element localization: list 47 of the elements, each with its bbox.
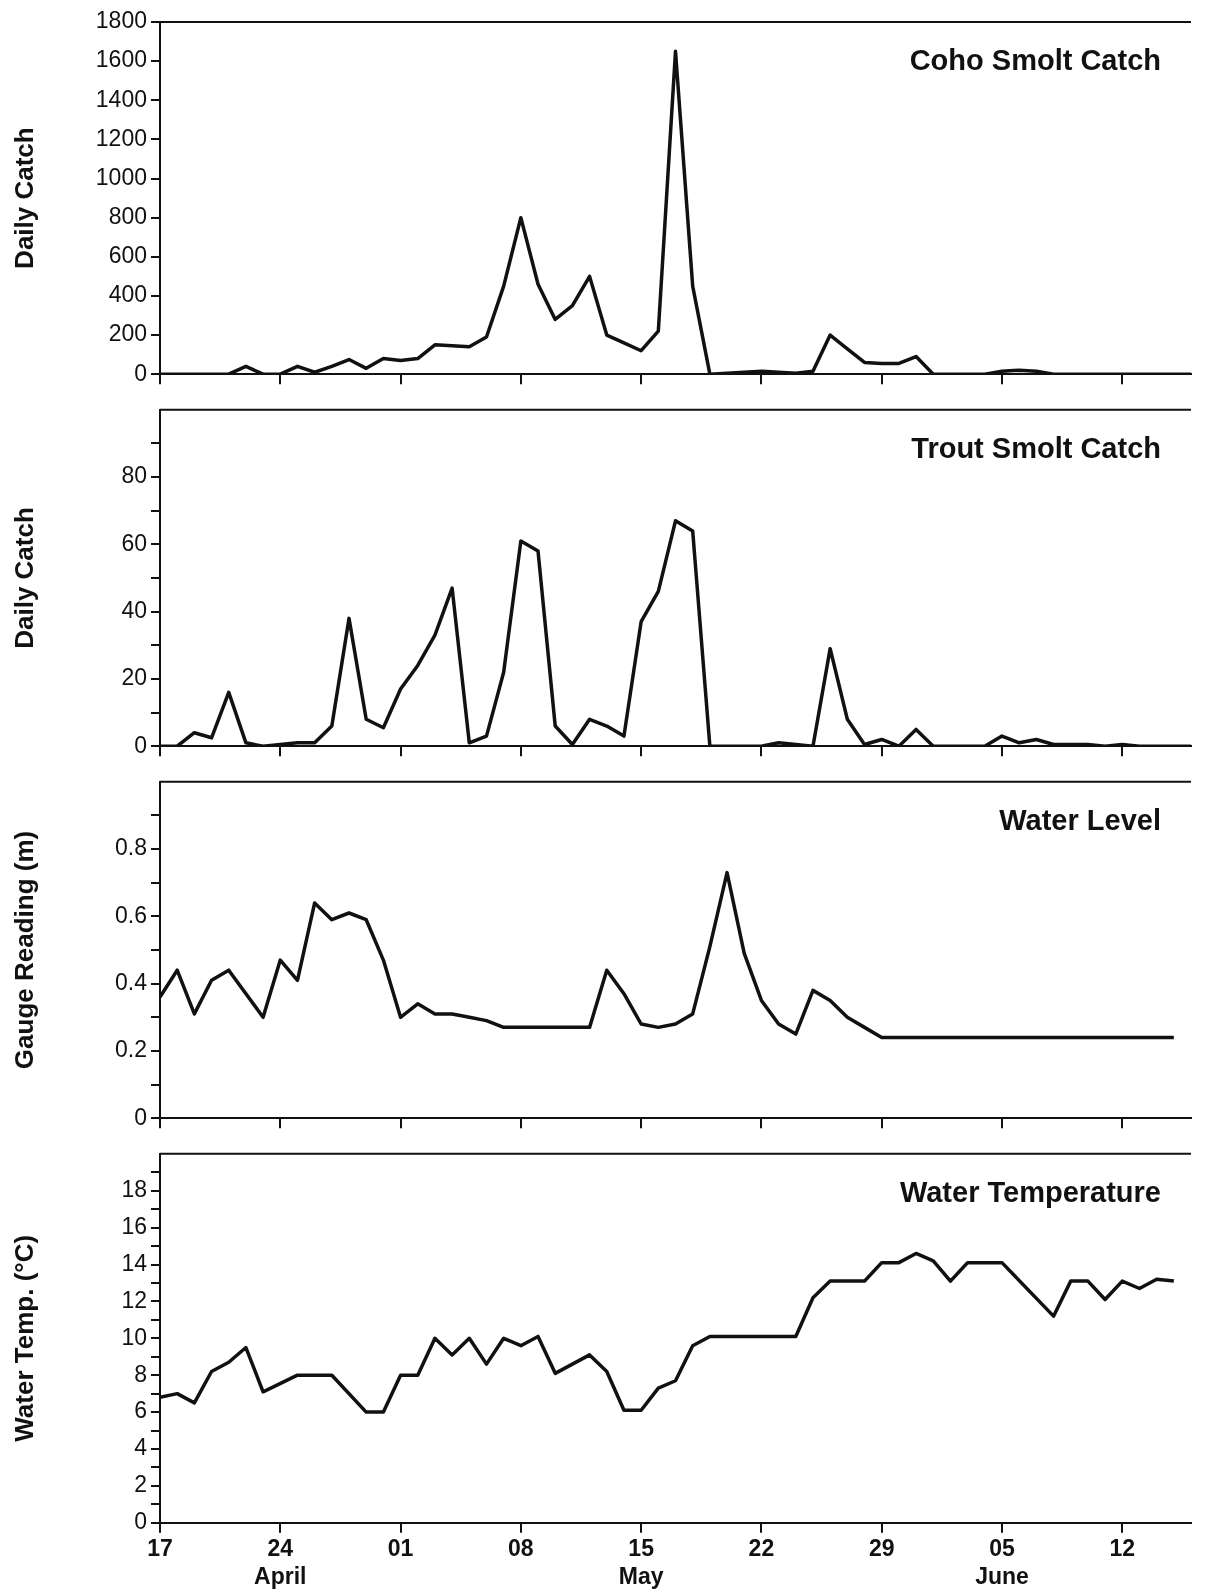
y-tick-label: 600 xyxy=(108,242,147,269)
y-tick-label: 80 xyxy=(121,462,147,489)
y-tick-label: 1200 xyxy=(95,124,147,151)
x-tick-label: 01 xyxy=(387,1534,414,1561)
x-tick-label: 17 xyxy=(147,1534,173,1561)
y-tick-label: 2 xyxy=(134,1471,147,1498)
text: Trout Smolt Catch xyxy=(911,431,1161,464)
y-axis-title: Water Temp. (°C) xyxy=(8,1234,39,1442)
text: Coho Smolt Catch xyxy=(909,44,1161,76)
y-tick-label: 8 xyxy=(134,1360,147,1387)
y-axis-title: Daily Catch xyxy=(8,507,39,649)
y-tick-label: 0 xyxy=(134,1103,147,1130)
y-tick-label: 12 xyxy=(121,1286,147,1313)
y-tick-label: 60 xyxy=(121,529,147,556)
text: Water Temperature xyxy=(899,1175,1161,1208)
y-tick-label: 0.2 xyxy=(115,1036,147,1063)
y-tick-label: 4 xyxy=(134,1434,148,1461)
y-tick-label: 1000 xyxy=(95,163,147,190)
x-tick-label: 12 xyxy=(1109,1534,1136,1561)
y-tick-label: 0.8 xyxy=(115,834,147,861)
y-tick-label: 200 xyxy=(108,320,147,347)
x-tick-label: 22 xyxy=(748,1534,775,1561)
x-tick-label: 15 May xyxy=(618,1534,664,1589)
y-tick-label: 800 xyxy=(108,203,147,230)
y-tick-label: 0 xyxy=(134,1508,147,1535)
y-axis-title: Daily Catch xyxy=(8,127,39,269)
y-tick-label: 10 xyxy=(121,1323,147,1350)
y-tick-label: 1400 xyxy=(95,85,147,112)
y-tick-label: 40 xyxy=(121,596,147,623)
y-tick-label: 18 xyxy=(121,1176,147,1203)
y-tick-label: 1600 xyxy=(95,46,147,73)
x-tick-label: 29 xyxy=(868,1534,895,1561)
y-tick-label: 0 xyxy=(134,359,147,386)
y-tick-label: 20 xyxy=(121,664,147,691)
y-tick-label: 0.4 xyxy=(115,968,148,995)
x-tick-label: 08 xyxy=(508,1534,534,1561)
y-tick-label: 400 xyxy=(108,281,147,308)
x-tick-label: 05 June xyxy=(975,1534,1029,1589)
text: Water Level xyxy=(999,803,1161,836)
y-tick-label: 16 xyxy=(121,1212,147,1239)
y-axis-title: Gauge Reading (m) xyxy=(8,830,39,1070)
y-tick-label: 0 xyxy=(134,731,147,758)
y-tick-label: 1800 xyxy=(95,7,147,34)
x-tick-label: 24 April xyxy=(254,1534,307,1589)
y-tick-label: 14 xyxy=(121,1249,148,1276)
y-tick-label: 0.6 xyxy=(115,901,147,928)
y-tick-label: 6 xyxy=(134,1397,147,1424)
